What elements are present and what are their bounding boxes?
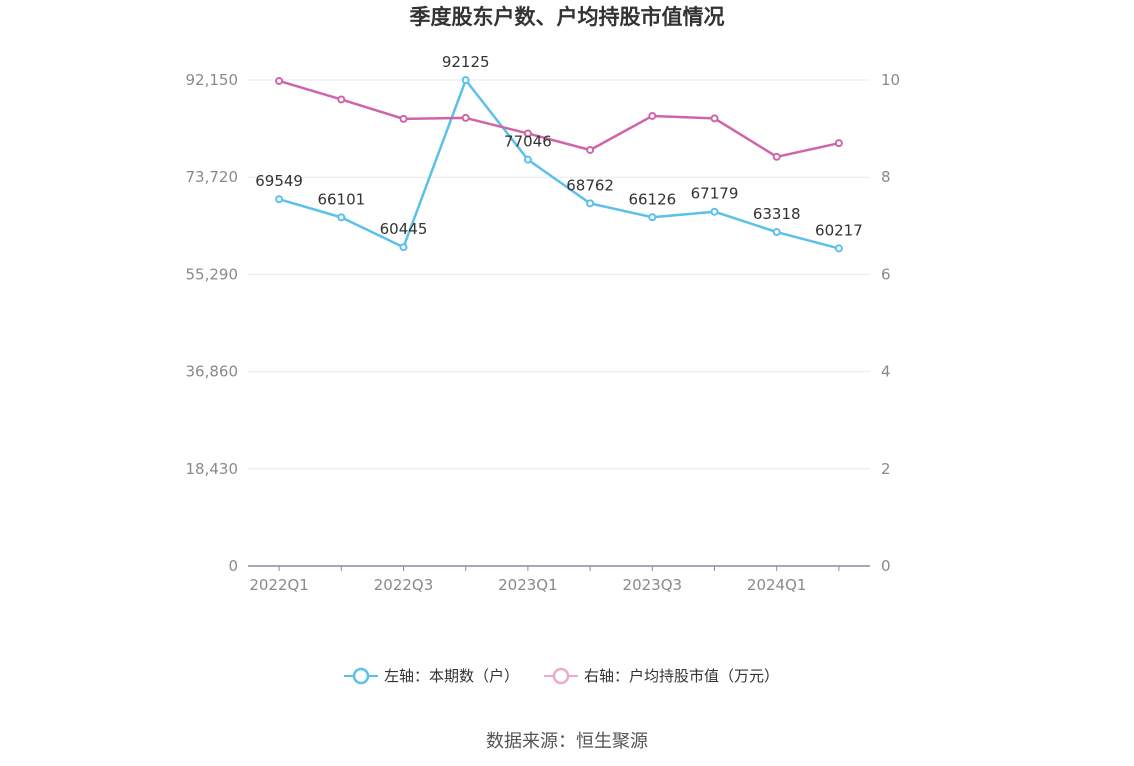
left-tick-label: 0	[228, 557, 238, 575]
left-tick-label: 36,860	[186, 363, 239, 381]
left-axis: 0 18,430 36,860 55,290 73,720 92,150	[186, 71, 239, 575]
data-point-right	[275, 76, 284, 85]
right-tick-label: 6	[881, 265, 891, 283]
right-tick-label: 0	[881, 557, 891, 575]
data-point-left	[648, 213, 657, 222]
data-point-left	[772, 228, 781, 237]
data-label: 60217	[815, 221, 863, 239]
data-label: 63318	[753, 205, 801, 223]
data-point-right	[461, 113, 470, 122]
data-point-right	[586, 145, 595, 154]
left-tick-label: 73,720	[186, 168, 239, 186]
x-tick-label: 2023Q1	[498, 576, 558, 594]
legend-left-label: 左轴：本期数（户）	[384, 667, 519, 685]
grid-lines	[248, 79, 870, 470]
data-label: 77046	[504, 133, 552, 151]
series-line-left	[278, 78, 840, 250]
data-point-right	[772, 152, 781, 161]
x-tick-label: 2022Q1	[249, 576, 309, 594]
data-point-left	[586, 199, 595, 208]
data-point-right	[648, 111, 657, 120]
right-axis: 0 2 4 6 8 10	[881, 71, 900, 575]
data-point-left	[461, 76, 470, 85]
data-point-left	[399, 243, 408, 252]
data-label: 67179	[691, 185, 739, 203]
data-point-right	[834, 139, 843, 148]
left-tick-label: 18,430	[186, 460, 239, 478]
data-point-left	[523, 155, 532, 164]
data-point-right	[337, 95, 346, 104]
data-point-right	[523, 129, 532, 138]
legend[interactable]: 左轴：本期数（户） 右轴：户均持股市值（万元）	[344, 667, 779, 685]
legend-item-right-series[interactable]: 右轴：户均持股市值（万元）	[544, 667, 779, 685]
data-point-right	[399, 114, 408, 123]
left-tick-label: 92,150	[186, 71, 239, 89]
right-tick-label: 8	[881, 168, 891, 186]
source-note: 数据来源：恒生聚源	[486, 731, 648, 752]
data-label: 92125	[442, 53, 490, 71]
data-label: 66126	[628, 190, 676, 208]
x-tick-label: 2022Q3	[374, 576, 434, 594]
series-line-right	[278, 79, 840, 159]
legend-right-marker	[552, 667, 570, 685]
data-labels: 69549 66101 60445 92125 77046 68762 66126 67179…	[255, 53, 863, 239]
right-tick-label: 2	[881, 460, 891, 478]
right-tick-label: 10	[881, 71, 900, 89]
series-layer	[275, 76, 843, 253]
x-tick-label: 2024Q1	[747, 576, 807, 594]
legend-item-left-series[interactable]: 左轴：本期数（户）	[344, 667, 519, 685]
data-point-left	[275, 195, 284, 204]
data-point-right	[710, 114, 719, 123]
x-tick-label: 2023Q3	[623, 576, 683, 594]
right-tick-label: 4	[881, 363, 891, 381]
data-label: 68762	[566, 176, 614, 194]
data-point-left	[337, 213, 346, 222]
chart-title: 季度股东户数、户均持股市值情况	[410, 5, 725, 29]
data-label: 66101	[317, 190, 365, 208]
data-point-left	[710, 207, 719, 216]
data-point-left	[834, 244, 843, 253]
left-tick-label: 55,290	[186, 265, 239, 283]
data-label: 60445	[380, 220, 428, 238]
data-label: 69549	[255, 172, 303, 190]
legend-right-label: 右轴：户均持股市值（万元）	[584, 667, 779, 685]
legend-left-marker	[352, 667, 370, 685]
x-axis: 2022Q1 2022Q3 2023Q1 2023Q3 2024Q1	[248, 565, 870, 594]
